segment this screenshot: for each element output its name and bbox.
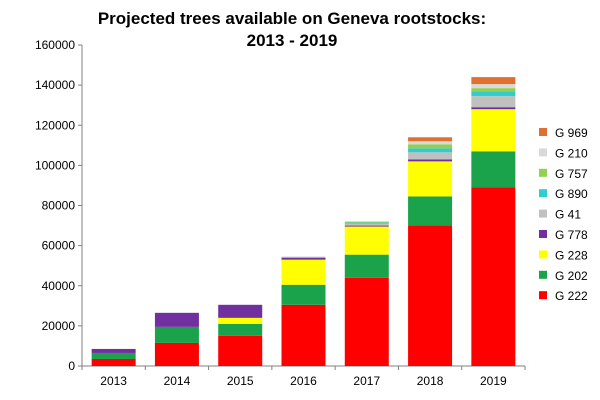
y-tick-label: 160000 — [35, 38, 75, 52]
bar-segment — [344, 277, 389, 366]
legend-label: G 222 — [555, 289, 588, 303]
bar-segment — [344, 225, 389, 227]
bar-segment — [471, 107, 516, 110]
bar-segment — [408, 225, 453, 366]
legend-label: G 41 — [555, 208, 581, 222]
bar-segment — [408, 144, 453, 149]
legend-swatch — [539, 148, 547, 157]
legend-label: G 890 — [555, 187, 588, 201]
y-tick-label: 80000 — [42, 199, 76, 213]
legend-swatch — [539, 209, 547, 218]
x-tick-label: 2016 — [290, 374, 317, 388]
bar-segment — [408, 159, 453, 162]
legend-label: G 228 — [555, 248, 588, 262]
legend-label: G 202 — [555, 269, 588, 283]
bar-segment — [471, 151, 516, 188]
bar-segment — [344, 223, 389, 226]
bar-segment — [281, 259, 326, 285]
bar-segment — [154, 326, 199, 343]
legend-swatch — [539, 230, 547, 238]
legend-label: G 778 — [555, 228, 588, 242]
bar-segment — [471, 91, 516, 97]
legend-swatch — [539, 250, 547, 259]
y-tick-label: 60000 — [42, 239, 76, 253]
plot-area: 0 20000 40000 60000 80000 100000 120000 140000 1… — [35, 38, 526, 388]
bar-segment — [281, 304, 326, 366]
legend-swatch — [539, 128, 547, 136]
legend-label: G 969 — [555, 126, 588, 140]
chart-title-line-2: 2013 - 2019 — [247, 31, 338, 50]
bar-segment — [218, 323, 263, 336]
legend-swatch — [539, 168, 547, 177]
legend: G 969 G 210 G 757 G 890 G 41 G 778 G 228 G 202 G… — [539, 126, 588, 303]
y-tick-label: 120000 — [35, 118, 75, 132]
legend-swatch — [539, 270, 547, 279]
y-tick-label: 140000 — [35, 78, 75, 92]
bar-segment — [471, 88, 516, 92]
bar-segment — [471, 187, 516, 366]
y-tick-label: 100000 — [35, 158, 75, 172]
bar-segment — [408, 137, 453, 142]
bar-segment — [408, 148, 453, 153]
legend-label: G 210 — [555, 146, 588, 160]
bar-segment — [218, 317, 263, 324]
bar-segment — [91, 358, 136, 366]
bar-segment — [408, 196, 453, 226]
x-tick-label: 2014 — [164, 374, 191, 388]
legend-swatch — [539, 189, 547, 198]
chart-title-line-1: Projected trees available on Geneva root… — [98, 9, 486, 28]
bar-segment — [471, 84, 516, 89]
bar-segment — [471, 96, 516, 108]
bar-segment — [344, 254, 389, 278]
bar-segment — [218, 304, 263, 318]
bar-segment — [344, 222, 389, 224]
bar-segment — [408, 141, 453, 145]
legend-label: G 757 — [555, 167, 588, 181]
bar-segment — [408, 152, 453, 160]
y-tick-label: 40000 — [42, 279, 76, 293]
y-tick-label: 0 — [68, 359, 75, 373]
bar-segment — [154, 342, 199, 366]
bar-segment — [281, 257, 326, 260]
legend-swatch — [539, 291, 547, 300]
bar-segment — [154, 312, 199, 327]
bar-segment — [344, 221, 389, 223]
x-tick-label: 2013 — [100, 374, 127, 388]
x-tick-label: 2017 — [353, 374, 380, 388]
bar-segment — [91, 352, 136, 359]
x-tick-label: 2015 — [227, 374, 254, 388]
bar-segment — [344, 226, 389, 255]
bar-segment — [408, 161, 453, 197]
bar-segment — [471, 109, 516, 152]
y-tick-label: 20000 — [42, 319, 76, 333]
bar-segment — [91, 348, 136, 353]
x-tick-label: 2018 — [417, 374, 444, 388]
bar-segment — [218, 335, 263, 366]
x-tick-label: 2019 — [480, 374, 507, 388]
bar-segment — [471, 77, 516, 85]
bar-segment — [281, 256, 326, 258]
bar-segment — [281, 284, 326, 305]
